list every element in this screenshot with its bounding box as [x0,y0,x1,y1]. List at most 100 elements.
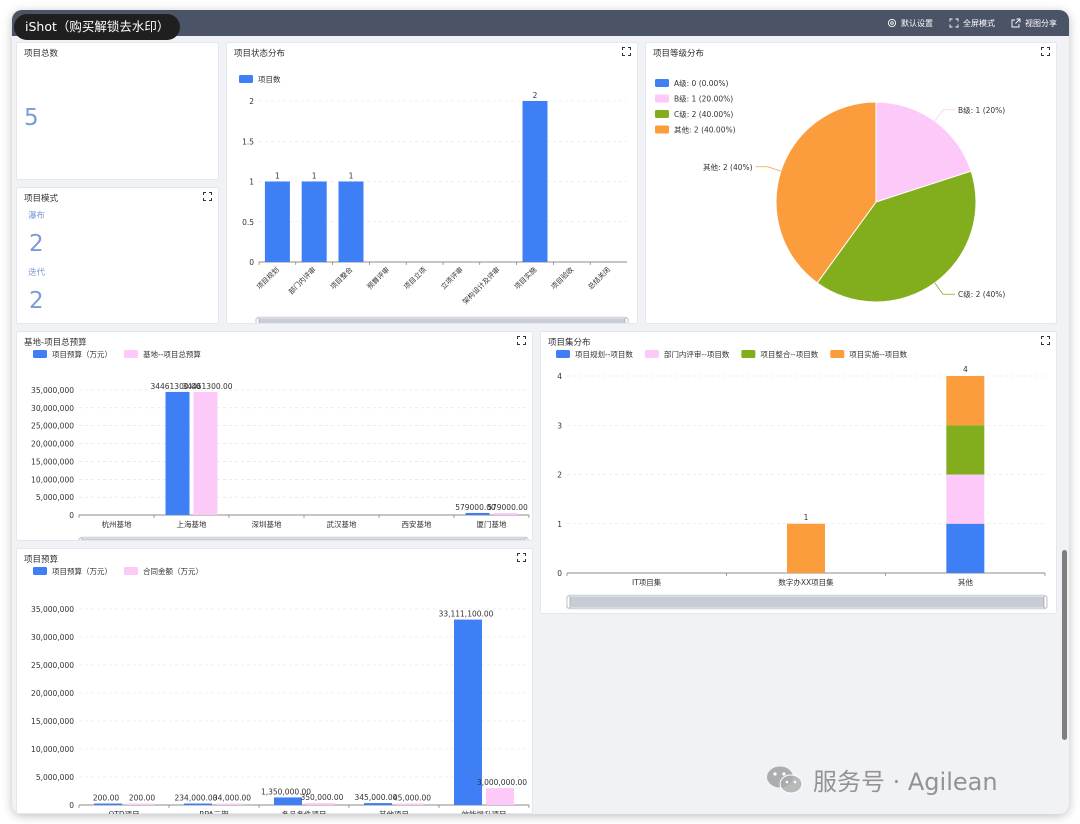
wechat-watermark: 服务号 · Agilean [765,762,998,797]
bar [486,788,514,805]
x-tick-label: 备品备件项目 [282,809,327,814]
legend-swatch [830,350,845,358]
legend-label: 部门内评审--项目数 [664,349,730,359]
panel-title: 项目模式 [24,194,59,204]
bar-data-label: 579000.00 [455,503,496,512]
bar-data-label: 1 [312,172,317,181]
x-tick-label: 厦门基地 [477,519,507,529]
x-tick-label: RPA三期 [199,810,228,814]
panel-title: 基地-项目总预算 [24,338,87,348]
legend-swatch [655,125,669,134]
legend-swatch [741,350,756,358]
y-tick-label: 10,000,000 [31,745,74,754]
grade-distribution-panel: 项目等级分布 A级: 0 (0.00%) B级: 1 (20.00%) C级: 2 … [645,42,1057,324]
legend-swatch [124,350,138,358]
legend-label: 项目实施--项目数 [849,349,907,359]
expand-icon[interactable] [622,47,631,56]
pie-slice-label: C级: 2 (40%) [958,289,1005,299]
panel-title: 项目等级分布 [653,49,705,59]
share-icon [1011,18,1021,28]
fullscreen-icon [949,18,959,28]
zoom-slider-handle-right [624,317,629,323]
y-tick-label: 30,000,000 [31,404,74,413]
legend-label: C级: 2 (40.00%) [674,109,733,119]
x-tick-label: 项目立项 [402,265,428,291]
zoom-slider-handle-left [78,537,83,540]
bar-segment [946,474,985,524]
bar-segment [787,523,825,573]
bar [493,512,518,515]
x-tick-label: 总结关闭 [586,265,612,291]
gear-icon [887,18,897,28]
bar [274,797,302,805]
y-tick-label: 5,000,000 [36,493,74,502]
pie-slice-label: 其他: 2 (40%) [703,162,753,172]
bar [454,619,482,805]
bar-segment [946,425,985,475]
expand-icon[interactable] [517,553,526,562]
x-tick-label: 其他项目 [379,809,409,814]
x-tick-label: 预算评审 [365,265,391,291]
expand-icon[interactable] [203,192,212,201]
pie-label-line [934,282,956,295]
ishot-watermark-badge: iShot（购买解锁去水印） [14,14,181,40]
legend-label: 项目整合--项目数 [760,349,818,359]
base-budget-bar-chart: 项目预算（万元） 基地--项目总预算 0 5,000,000 10,000,000 15,… [31,349,530,540]
legend-label: 项目预算（万元） [52,349,112,359]
bar [301,181,327,262]
bar-data-label: 1 [275,172,280,181]
base-budget-panel: 基地-项目总预算 项目预算（万元） 基地--项目总预算 0 5,000,000 10,0… [16,331,533,541]
y-tick-label: 20,000,000 [31,440,74,449]
bar-data-label: 3,000,000.00 [477,778,527,787]
bar [396,803,424,805]
expand-icon[interactable] [517,336,526,345]
bar-data-label: 234,000.00 [175,794,218,803]
expand-icon[interactable] [1041,47,1050,56]
panel-title: 项目预算 [24,555,59,565]
y-tick-label: 1 [557,520,562,529]
zoom-slider-track [259,319,625,323]
legend-label: A级: 0 (0.00%) [674,78,728,88]
top-bar: 默认设置 全屏模式 视图分享 [12,10,1069,36]
zoom-slider-handle-left [566,595,571,609]
default-settings-button[interactable]: 默认设置 [887,18,933,29]
legend-label: B级: 1 (20.00%) [674,94,733,104]
x-tick-label: 立项评审 [439,265,465,291]
zoom-slider-track [82,539,525,540]
app-window: 默认设置 全屏模式 视图分享 项目总数 5 项目模式 瀑布 2 迭代 2 项目状… [12,10,1069,814]
y-tick-label: 30,000,000 [31,633,74,642]
bar [216,803,244,805]
y-tick-label: 15,000,000 [31,457,74,466]
legend-swatch [33,567,47,575]
legend-label: 项目规划--项目数 [575,349,633,359]
legend-label: 其他: 2 (40.00%) [674,125,736,135]
status-distribution-panel: 项目状态分布 项目数 0 0.5 1 1.5 2 1 项目规划 1 部门内评审 1 项目整合 预算评审项… [226,42,638,324]
bar [126,803,154,805]
y-tick-label: 0 [557,569,562,578]
expand-icon[interactable] [1041,336,1050,345]
bar [165,391,190,515]
y-tick-label: 10,000,000 [31,475,74,484]
vertical-scrollbar[interactable] [1062,550,1067,740]
fullscreen-button[interactable]: 全屏模式 [949,18,995,29]
status-bar-chart: 项目数 0 0.5 1 1.5 2 1 项目规划 1 部门内评审 1 项目整合 预算评审 项目立项 立项评审… [239,74,629,323]
program-set-distribution-panel: 项目集分布 项目规划--项目数 部门内评审--项目数 项目整合--项目数 项目实施--… [540,331,1057,614]
top-actions: 默认设置 全屏模式 视图分享 [887,10,1057,36]
pie-slice-label: B级: 1 (20%) [958,105,1005,115]
bar-data-label: 45,000.00 [393,794,431,803]
y-tick-label: 0 [249,258,254,267]
y-tick-label: 15,000,000 [31,717,74,726]
x-tick-label: 项目整合 [328,265,354,291]
y-tick-label: 0.5 [242,218,254,227]
legend-swatch [655,94,669,103]
bar-data-label: 33,111,100.00 [439,610,494,619]
legend-swatch [644,350,659,358]
mode-label-iteration: 迭代 [28,268,46,278]
legend-swatch [239,75,253,83]
zoom-slider-handle-right [1043,595,1048,609]
panel-title: 项目集分布 [548,338,591,348]
bar-data-label: 1,350,000.00 [261,787,311,796]
x-tick-label: IT项目集 [632,577,662,587]
share-view-button[interactable]: 视图分享 [1011,18,1057,29]
y-tick-label: 2 [249,97,254,106]
